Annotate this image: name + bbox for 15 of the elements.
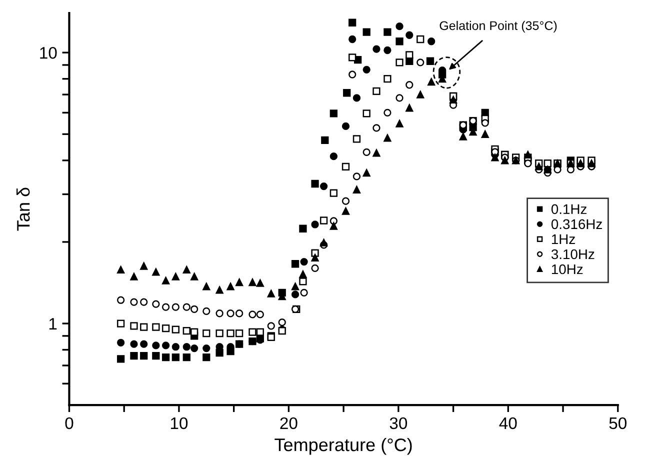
legend-label: 0.316Hz	[551, 219, 602, 230]
x-tick-label: 0	[65, 417, 74, 430]
y-axis-title: Tan δ	[16, 188, 30, 231]
x-axis-title: Temperature (°C)	[274, 438, 412, 455]
legend-label: 1Hz	[552, 234, 575, 244]
legend-label: 10Hz	[552, 264, 583, 274]
legend-label: 0.1Hz	[551, 204, 587, 214]
x-tick-label: 20	[280, 417, 298, 430]
x-tick-label: 50	[609, 417, 627, 430]
x-tick-label: 10	[170, 417, 188, 430]
legend-label: 3.10Hz	[551, 249, 594, 260]
y-tick-label: 1	[49, 318, 57, 330]
annotation: Gelation Point (35°C)	[440, 20, 557, 33]
x-tick-label: 40	[499, 417, 517, 430]
x-tick-label: 30	[390, 417, 408, 430]
